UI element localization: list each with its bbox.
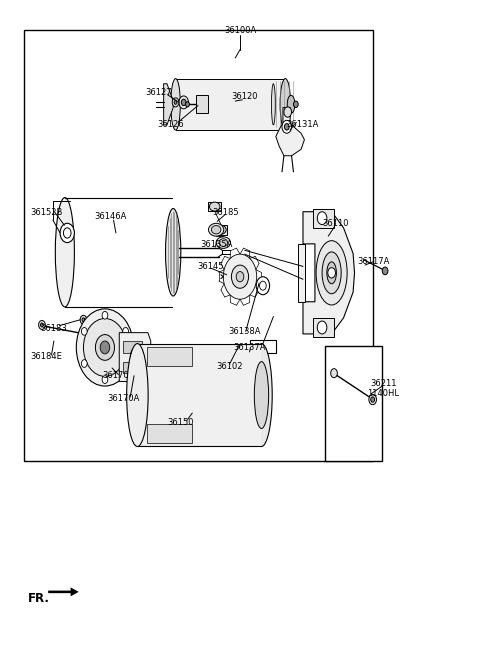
Text: 36117A: 36117A <box>358 257 390 266</box>
Ellipse shape <box>209 202 220 211</box>
Circle shape <box>172 98 179 107</box>
Ellipse shape <box>219 239 228 247</box>
Text: 36138A: 36138A <box>228 327 261 336</box>
Circle shape <box>82 328 87 335</box>
Circle shape <box>317 212 327 225</box>
Bar <box>298 244 305 302</box>
Text: 36170A: 36170A <box>107 395 139 403</box>
Ellipse shape <box>287 96 295 113</box>
Ellipse shape <box>127 344 148 446</box>
Circle shape <box>60 224 74 243</box>
Circle shape <box>371 397 374 402</box>
Circle shape <box>82 318 85 322</box>
Text: 36146A: 36146A <box>94 213 126 222</box>
Circle shape <box>293 101 298 107</box>
Circle shape <box>38 320 45 329</box>
Ellipse shape <box>208 224 224 236</box>
Circle shape <box>282 120 291 133</box>
Text: 36126: 36126 <box>157 120 184 129</box>
Bar <box>196 96 208 113</box>
Circle shape <box>102 376 108 384</box>
Text: 36184E: 36184E <box>31 352 63 361</box>
Polygon shape <box>164 84 173 125</box>
Ellipse shape <box>316 241 347 305</box>
Circle shape <box>123 360 129 368</box>
Text: 36185: 36185 <box>212 208 239 217</box>
Circle shape <box>100 341 110 354</box>
Circle shape <box>40 323 43 327</box>
Ellipse shape <box>55 198 74 307</box>
Ellipse shape <box>166 209 181 296</box>
Text: 36100A: 36100A <box>224 26 256 35</box>
Circle shape <box>96 335 115 360</box>
Bar <box>312 209 334 228</box>
Text: 36131A: 36131A <box>286 120 318 129</box>
Text: 36150: 36150 <box>167 418 193 427</box>
Bar <box>312 318 334 337</box>
Circle shape <box>328 267 336 278</box>
Circle shape <box>382 267 388 275</box>
Circle shape <box>181 99 186 105</box>
Ellipse shape <box>171 79 180 130</box>
Bar <box>147 424 192 443</box>
Circle shape <box>186 101 190 107</box>
Circle shape <box>63 228 71 238</box>
Circle shape <box>284 107 291 117</box>
Circle shape <box>123 328 129 335</box>
Text: 36120: 36120 <box>231 92 258 101</box>
Polygon shape <box>48 587 79 596</box>
Circle shape <box>231 265 249 288</box>
Text: 36137A: 36137A <box>233 343 266 352</box>
Circle shape <box>223 254 257 299</box>
Text: 36183: 36183 <box>40 324 67 333</box>
Bar <box>325 346 382 461</box>
Bar <box>176 79 285 130</box>
Circle shape <box>174 100 177 104</box>
Ellipse shape <box>327 262 336 284</box>
Circle shape <box>84 318 126 377</box>
Circle shape <box>102 311 108 319</box>
Circle shape <box>256 276 270 295</box>
Bar <box>137 344 262 446</box>
Text: 36170: 36170 <box>103 371 129 380</box>
Text: 36211
1140HL: 36211 1140HL <box>367 379 399 399</box>
Ellipse shape <box>322 252 341 294</box>
Polygon shape <box>276 107 304 156</box>
Text: 36145: 36145 <box>197 262 224 271</box>
Ellipse shape <box>272 84 276 125</box>
Circle shape <box>317 321 327 334</box>
Bar <box>147 347 192 366</box>
Circle shape <box>236 271 244 282</box>
Text: 36127: 36127 <box>145 89 172 98</box>
Text: 36110: 36110 <box>322 219 348 228</box>
Ellipse shape <box>216 237 230 248</box>
Text: 36135A: 36135A <box>200 240 232 249</box>
Bar <box>24 30 372 461</box>
Bar <box>65 198 175 307</box>
Ellipse shape <box>216 225 226 234</box>
Circle shape <box>82 360 87 368</box>
Bar <box>123 341 142 353</box>
Circle shape <box>80 315 87 324</box>
Polygon shape <box>119 333 151 382</box>
Circle shape <box>260 281 266 290</box>
Ellipse shape <box>280 79 290 130</box>
Polygon shape <box>303 212 355 334</box>
Polygon shape <box>208 202 221 211</box>
Ellipse shape <box>130 348 140 366</box>
Ellipse shape <box>211 225 221 234</box>
Text: 36152B: 36152B <box>31 208 63 217</box>
Polygon shape <box>213 225 227 235</box>
Circle shape <box>76 309 133 386</box>
Ellipse shape <box>254 362 269 428</box>
Circle shape <box>179 96 189 109</box>
Bar <box>123 362 142 373</box>
Text: 36102: 36102 <box>216 362 243 371</box>
Circle shape <box>331 369 337 378</box>
Circle shape <box>284 123 289 130</box>
Text: FR.: FR. <box>28 592 49 605</box>
Ellipse shape <box>251 344 272 446</box>
Bar <box>250 340 276 353</box>
Circle shape <box>369 395 376 404</box>
